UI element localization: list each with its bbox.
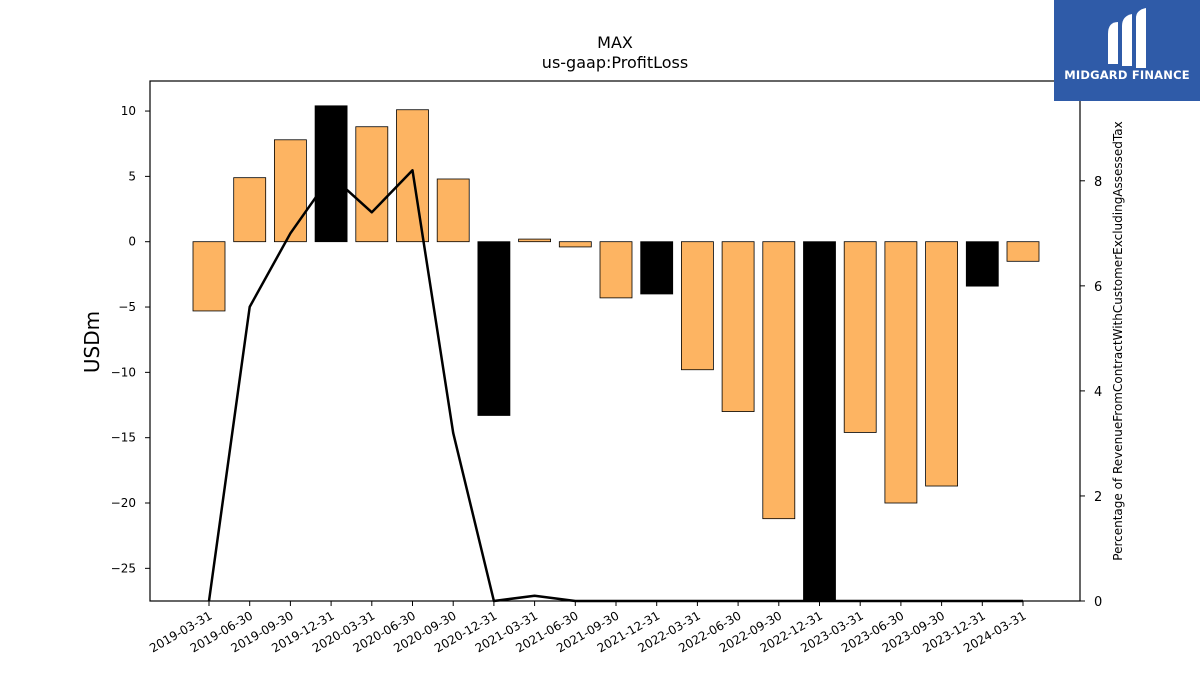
bar <box>681 241 714 371</box>
bar <box>640 241 674 295</box>
y-axis-label: USDm <box>80 311 104 373</box>
bar <box>436 178 470 243</box>
bar <box>965 241 999 287</box>
y-tick-label: −15 <box>111 431 136 445</box>
y2-axis-label: Percentage of RevenueFromContractWithCus… <box>1111 121 1125 560</box>
bar <box>192 241 226 312</box>
logo-text: MIDGARD FINANCE <box>1064 68 1190 82</box>
bar <box>884 241 918 504</box>
y-tick-label: −10 <box>111 365 136 379</box>
logo-mark-icon <box>1108 8 1146 68</box>
y-tick-label: −20 <box>111 496 136 510</box>
bar <box>762 241 796 520</box>
logo: MIDGARD FINANCE <box>1054 0 1200 101</box>
bar <box>599 241 633 299</box>
bar <box>1006 241 1040 262</box>
bar <box>925 241 958 487</box>
bar <box>803 241 836 602</box>
bar <box>721 241 755 412</box>
bar <box>558 241 592 248</box>
y2-tick-label: 8 <box>1094 175 1102 190</box>
y-tick-label: 5 <box>128 169 136 183</box>
chart-subtitle: us-gaap:ProfitLoss <box>542 53 688 72</box>
y2-tick-label: 6 <box>1094 280 1102 295</box>
y2-tick-label: 0 <box>1094 595 1102 610</box>
y-tick-label: 10 <box>121 104 136 118</box>
bar <box>518 238 551 243</box>
plot-frame <box>149 80 1081 602</box>
bar <box>477 241 511 416</box>
y2-tick-label: 2 <box>1094 490 1102 505</box>
y-tick-label: −5 <box>118 300 136 314</box>
bars <box>192 105 1040 602</box>
bar <box>355 126 389 243</box>
y-tick-label: −25 <box>111 561 136 575</box>
y2-tick-label: 4 <box>1094 385 1102 400</box>
bar <box>314 105 348 243</box>
chart-title: MAX <box>597 33 633 52</box>
bar <box>233 177 267 243</box>
bar <box>843 241 877 433</box>
bar <box>273 139 307 243</box>
y-tick-label: 0 <box>128 235 136 249</box>
